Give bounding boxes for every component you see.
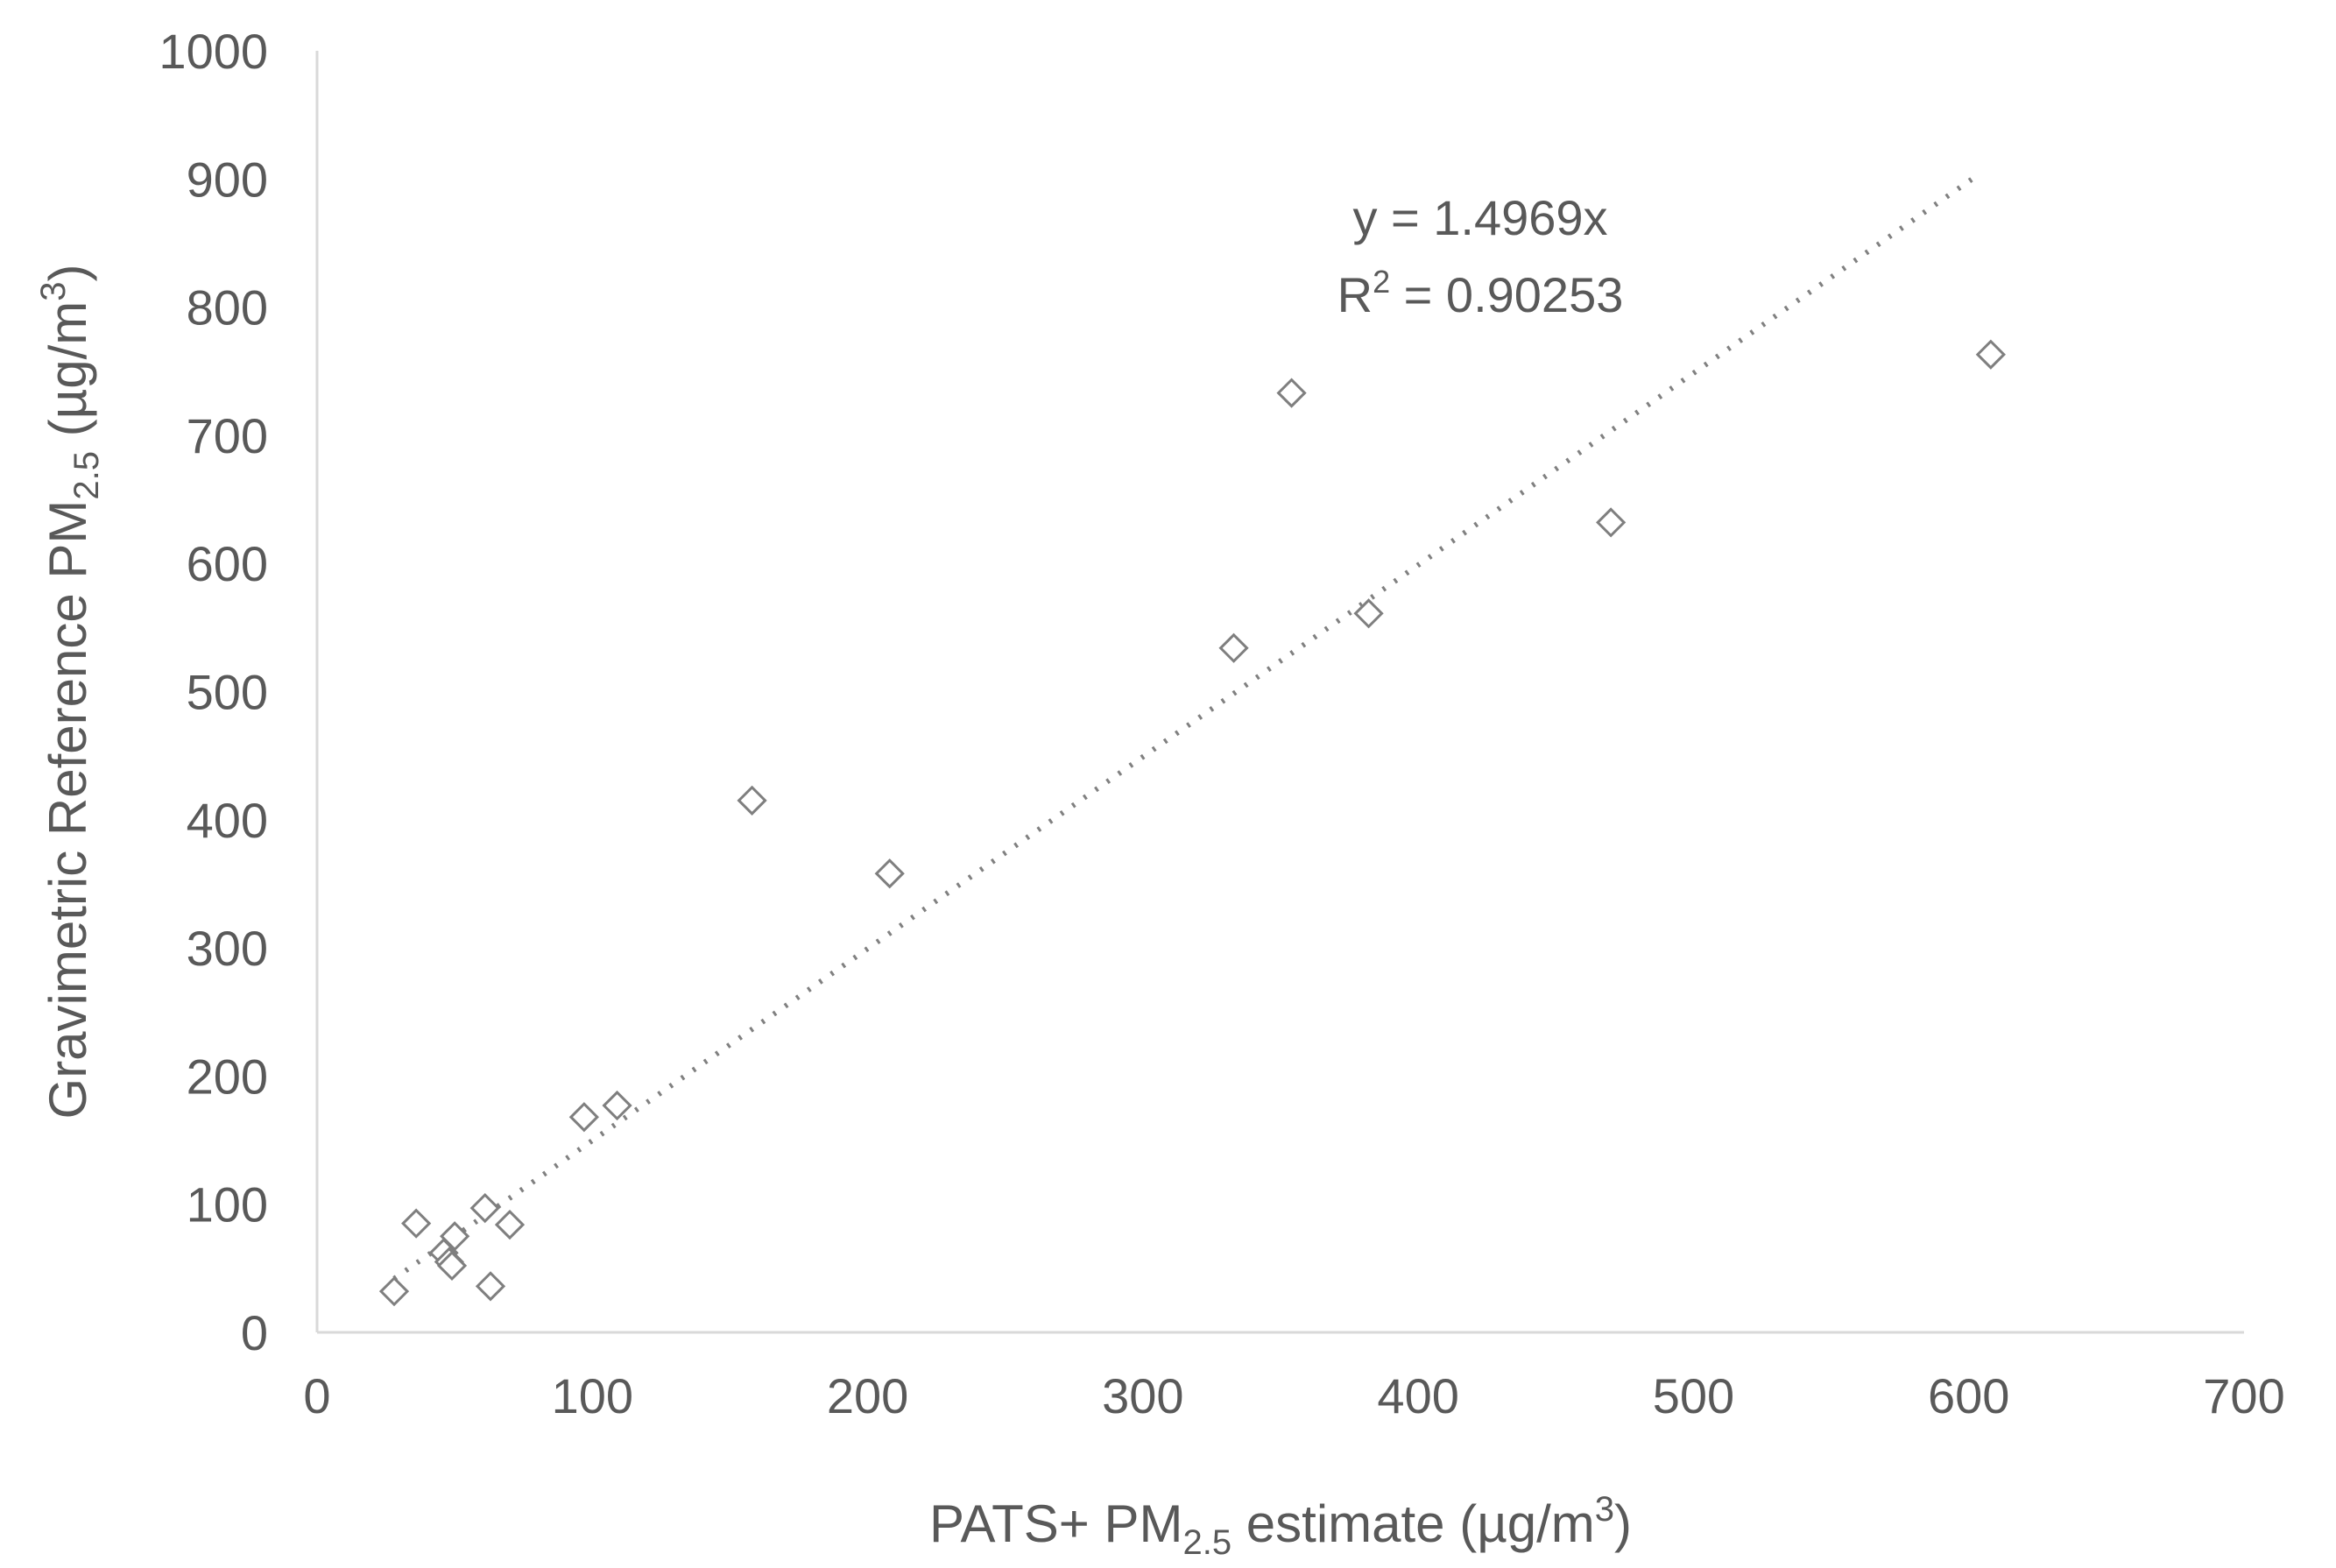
x-axis-title-suffix: estimate (µg/m <box>1232 1494 1595 1553</box>
trendline <box>392 173 1979 1282</box>
x-axis-title-subscript: 2.5 <box>1183 1523 1232 1562</box>
data-point <box>1218 632 1249 663</box>
y-tick-label: 700 <box>187 408 268 463</box>
data-point <box>1353 598 1384 629</box>
data-point <box>1975 339 2006 370</box>
y-tick-label: 100 <box>187 1177 268 1233</box>
data-point <box>469 1192 500 1224</box>
x-tick-label: 600 <box>1928 1368 2009 1423</box>
x-axis-title-prefix: PATS+ PM <box>929 1494 1183 1553</box>
y-tick-label: 600 <box>187 536 268 591</box>
data-point <box>440 1221 470 1252</box>
x-tick-label: 300 <box>1102 1368 1183 1423</box>
data-point <box>494 1209 526 1240</box>
y-axis-title: Gravimetric Reference PM2.5 (µg/m3) <box>34 265 106 1119</box>
r2-value: = 0.90253 <box>1390 267 1623 322</box>
x-tick-label: 0 <box>303 1368 330 1423</box>
data-point <box>1596 507 1627 538</box>
x-tick-label: 100 <box>552 1368 633 1423</box>
y-tick-label: 500 <box>187 665 268 720</box>
y-tick-label: 200 <box>187 1049 268 1104</box>
y-tick-label: 0 <box>241 1305 268 1360</box>
y-tick-label: 800 <box>187 280 268 335</box>
y-axis-title-end: ) <box>39 265 97 282</box>
x-axis-title: PATS+ PM2.5 estimate (µg/m3) <box>929 1490 1632 1562</box>
y-tick-label: 1000 <box>159 24 268 79</box>
data-point <box>401 1208 432 1239</box>
y-tick-labels: 0 100 200 300 400 500 600 700 800 900 1000 <box>159 24 268 1360</box>
data-points <box>378 339 2006 1307</box>
x-tick-label: 400 <box>1377 1368 1458 1423</box>
y-tick-label: 400 <box>187 793 268 848</box>
data-point <box>602 1090 632 1121</box>
axes <box>315 51 2244 1334</box>
y-tick-label: 300 <box>187 921 268 976</box>
y-axis-title-suffix: (µg/m <box>39 301 97 451</box>
data-point <box>475 1271 506 1302</box>
y-axis-title-prefix: Gravimetric Reference PM <box>39 500 97 1119</box>
data-point <box>378 1276 410 1307</box>
trendline-group <box>392 173 1979 1282</box>
x-tick-label: 200 <box>827 1368 908 1423</box>
y-axis-title-superscript: 3 <box>34 282 73 301</box>
x-axis-title-superscript: 3 <box>1595 1490 1614 1529</box>
data-point <box>737 785 767 816</box>
y-tick-label: 900 <box>187 152 268 207</box>
trendline-r-squared: R2 = 0.90253 <box>1337 264 1624 322</box>
data-point <box>1276 378 1307 408</box>
x-tick-labels: 0 100 200 300 400 500 600 700 <box>303 1368 2284 1423</box>
x-tick-label: 700 <box>2203 1368 2284 1423</box>
data-point <box>568 1102 599 1133</box>
trendline-equation: y = 1.4969x <box>1352 190 1607 245</box>
r2-label: R <box>1337 267 1373 322</box>
data-point <box>874 858 905 889</box>
y-axis-title-subscript: 2.5 <box>67 451 106 500</box>
r2-superscript: 2 <box>1373 264 1390 300</box>
x-tick-label: 500 <box>1653 1368 1734 1423</box>
data-point <box>436 1250 468 1282</box>
x-axis-title-end: ) <box>1614 1494 1632 1553</box>
